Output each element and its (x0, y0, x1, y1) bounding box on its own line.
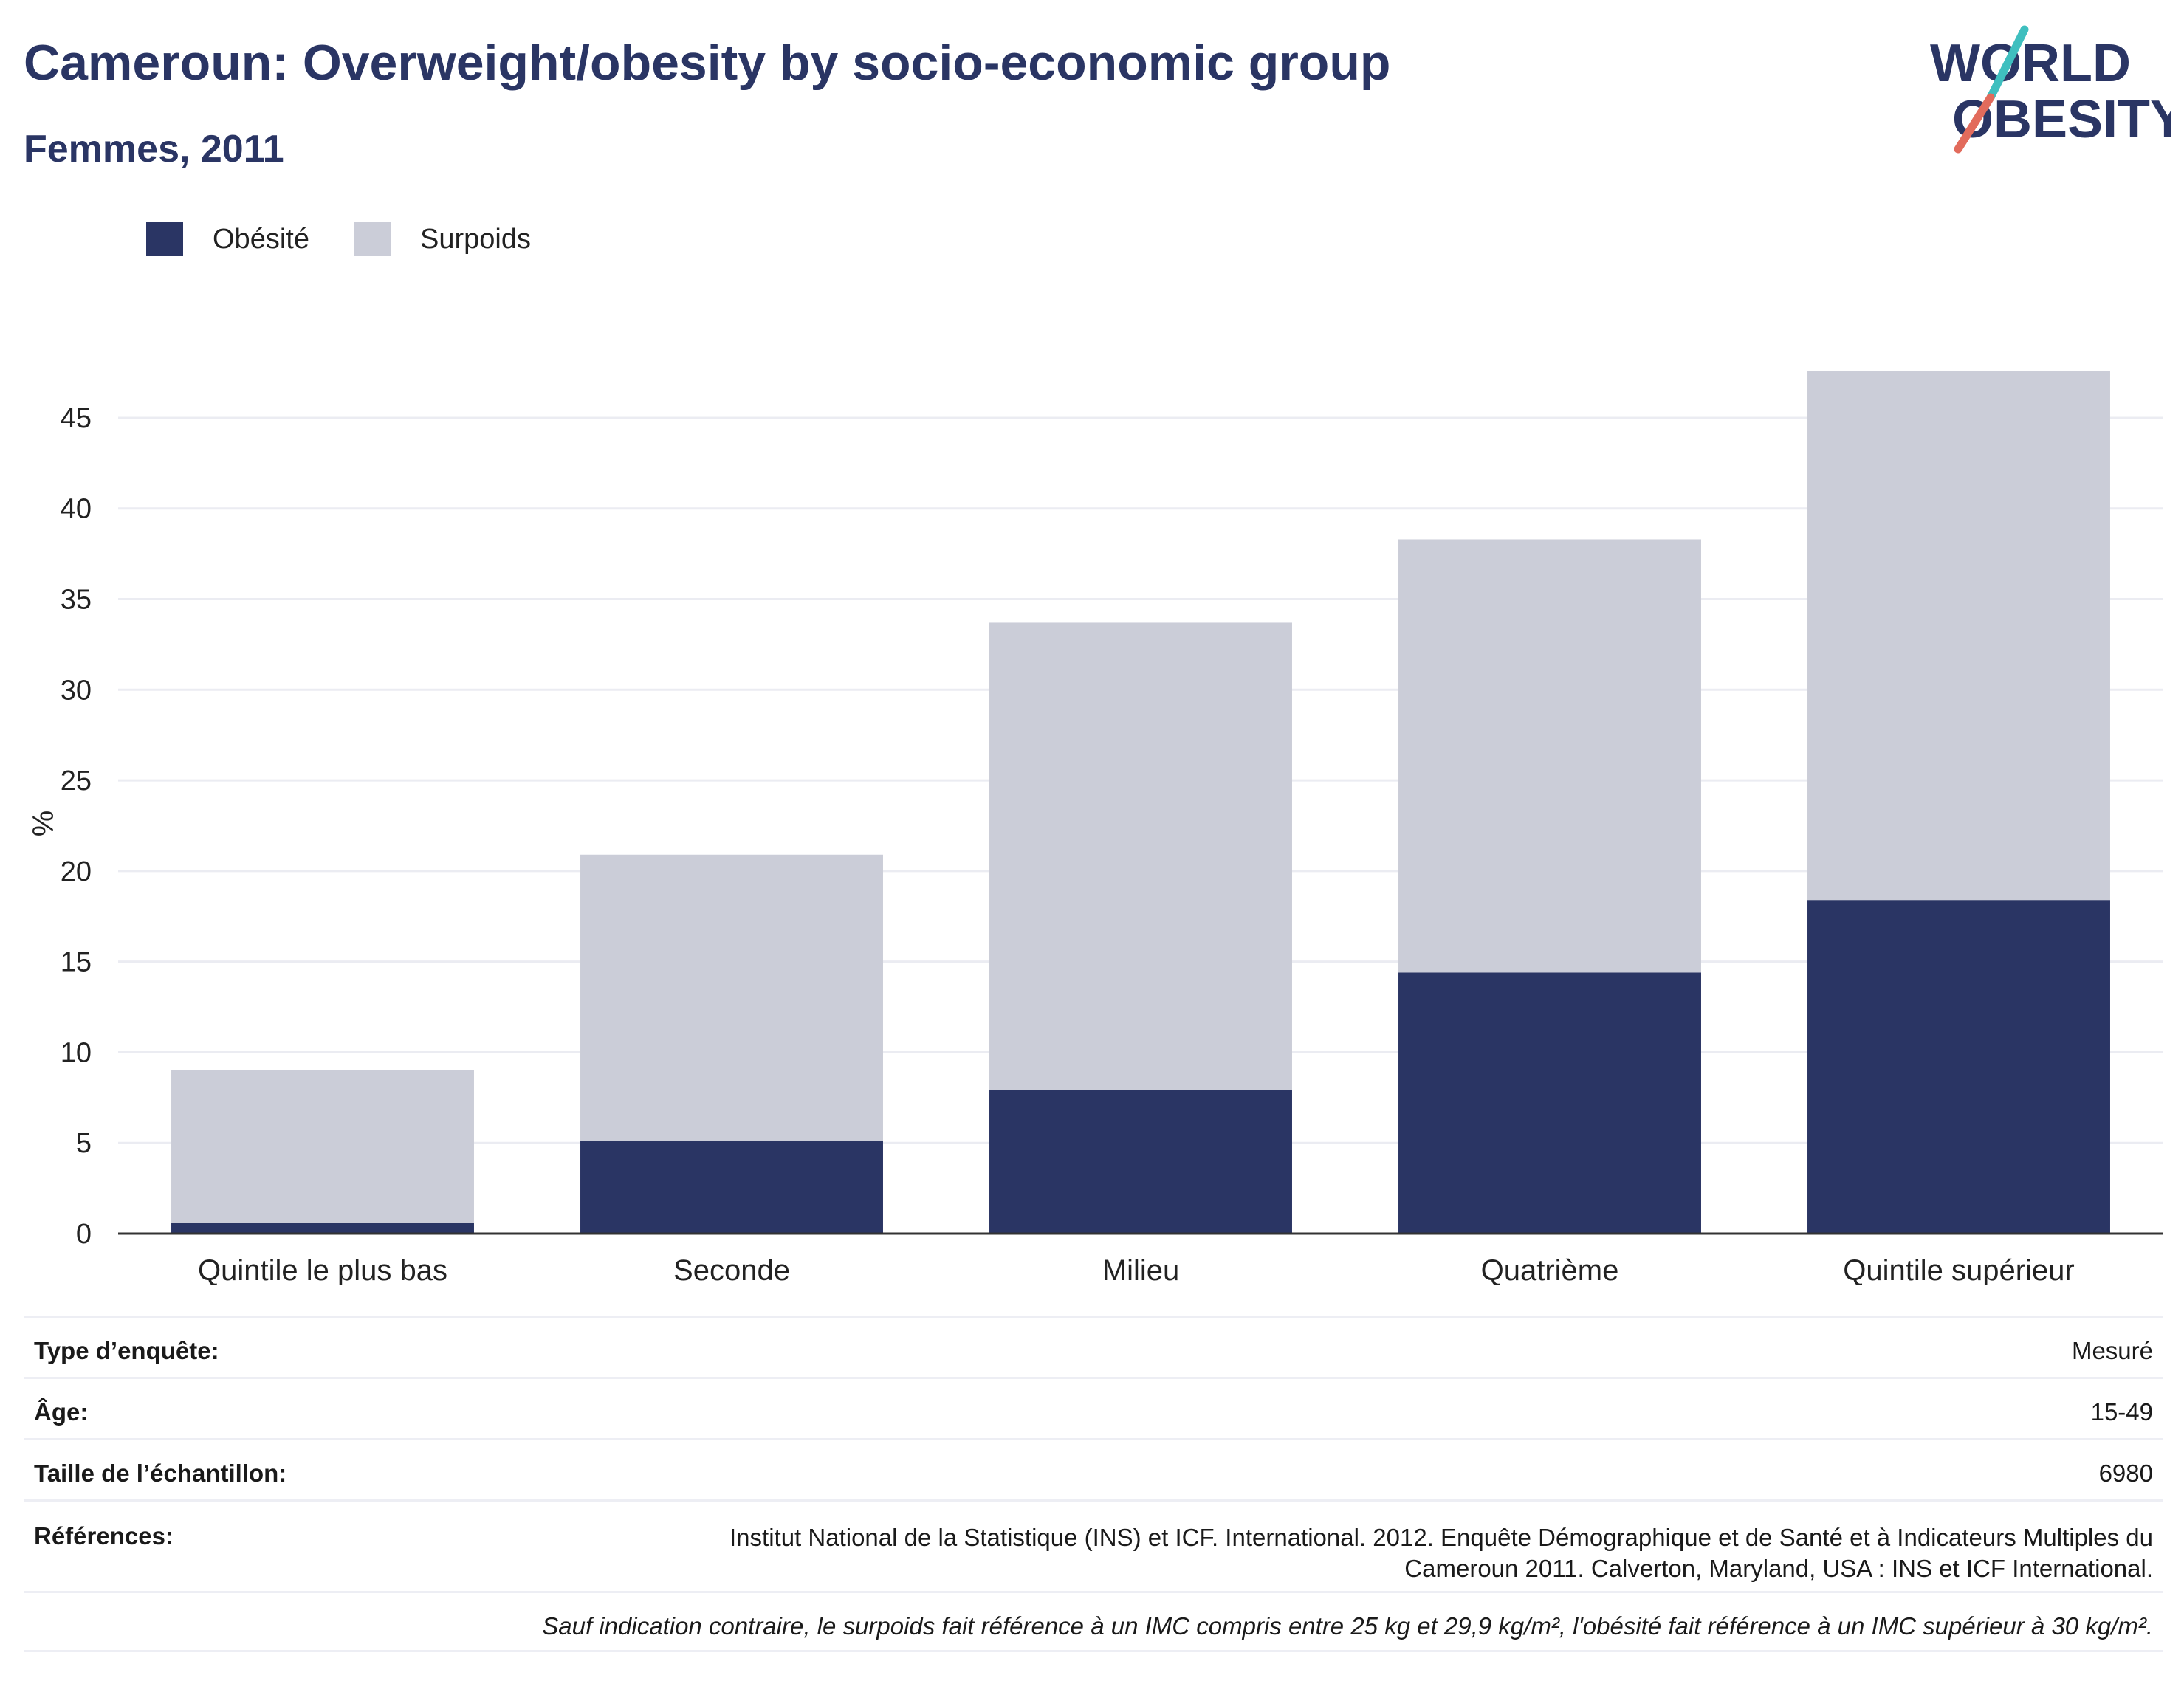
x-tick-label: Quatrième (1481, 1254, 1619, 1285)
age-value: 15-49 (2090, 1398, 2153, 1426)
references-value: Institut National de la Statistique (INS… (729, 1524, 2153, 1582)
y-tick-label: 0 (76, 1219, 92, 1250)
legend-label-obesity: Obésité (213, 223, 309, 255)
x-tick-label: Seconde (673, 1254, 790, 1285)
stacked-bar-chart: 0 5 10 15 20 25 30 35 40 45% Quintile le plus bas S… (27, 371, 2163, 1285)
references-label: Références: (34, 1522, 174, 1550)
age-label: Âge: (34, 1398, 89, 1426)
survey-info-table: Type d’enquête: Mesuré Âge: 15-49 Taille… (24, 1316, 2163, 1652)
legend-swatch-obesity (146, 222, 183, 256)
bar-overweight (580, 854, 883, 1141)
y-tick-label: 40 (61, 494, 92, 525)
x-tick-label: Milieu (1102, 1254, 1179, 1285)
bar-obesity (580, 1141, 883, 1234)
x-tick-label: Quintile supérieur (1843, 1254, 2075, 1285)
y-tick-label: 15 (61, 947, 92, 978)
bar-overweight (1807, 371, 2110, 901)
legend-label-overweight: Surpoids (419, 223, 531, 255)
info-row-age: Âge: 15-49 (24, 1377, 2163, 1438)
bar-overweight (1398, 539, 1701, 973)
bar-obesity (1807, 900, 2110, 1234)
y-axis-label: % (27, 811, 60, 837)
info-row-survey-type: Type d’enquête: Mesuré (24, 1316, 2163, 1377)
bar-obesity (989, 1090, 1292, 1234)
legend-item-obesity[interactable]: Obésité (146, 222, 309, 256)
chart-subtitle: Femmes, 2011 (24, 128, 284, 171)
survey-type-label: Type d’enquête: (34, 1337, 219, 1364)
info-row-sample-size: Taille de l’échantillon: 6980 (24, 1438, 2163, 1499)
y-tick-label: 20 (61, 856, 92, 887)
world-obesity-logo: WORLD OBESITY (1930, 25, 2171, 154)
info-row-footnote: Sauf indication contraire, le surpoids f… (24, 1591, 2163, 1652)
y-tick-label: 10 (61, 1037, 92, 1068)
logo-slash-coral (1954, 93, 1995, 154)
y-tick-label: 35 (61, 585, 92, 616)
logo-text-world: WORLD (1930, 34, 2131, 93)
bar-obesity (171, 1223, 474, 1234)
bar-obesity (1398, 972, 1701, 1234)
x-tick-label: Quintile le plus bas (198, 1254, 447, 1285)
legend-item-overweight[interactable]: Surpoids (353, 222, 531, 256)
chart-legend: Obésité Surpoids (146, 219, 575, 260)
sample-size-value: 6980 (2098, 1460, 2153, 1487)
chart-title: Cameroun: Overweight/obesity by socio-ec… (24, 35, 1391, 91)
bar-overweight (989, 622, 1292, 1091)
legend-swatch-overweight (353, 222, 391, 256)
logo-slash-teal (1986, 25, 2029, 102)
y-tick-label: 30 (61, 675, 92, 706)
sample-size-label: Taille de l’échantillon: (34, 1460, 287, 1487)
footnote-text: Sauf indication contraire, le surpoids f… (542, 1612, 2153, 1640)
y-tick-label: 5 (76, 1128, 92, 1159)
info-row-references: Références: Institut National de la Stat… (24, 1499, 2163, 1591)
bar-overweight (171, 1070, 474, 1223)
y-tick-label: 45 (61, 403, 92, 434)
y-tick-label: 25 (61, 766, 92, 797)
survey-type-value: Mesuré (2071, 1337, 2153, 1364)
